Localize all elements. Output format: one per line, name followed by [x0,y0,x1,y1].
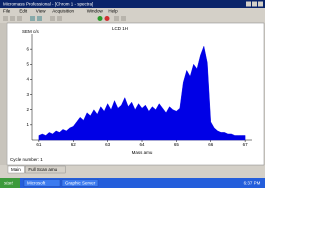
y-tick-label: 3 [26,92,29,97]
tool[interactable] [114,16,119,21]
side-panel [0,23,6,165]
tool[interactable] [17,16,22,21]
x-tick-label: 67 [243,142,249,147]
task-items: Microsoft Graphic Server [23,179,99,187]
page: Micromass Professional - [Chrom 1 - spec… [0,0,265,188]
tool[interactable] [3,16,8,21]
x-tick-label: 64 [139,142,145,147]
spectrum [38,45,246,141]
menu-bar: File Edit View Acquisition Window Help [3,9,118,14]
menu-item[interactable]: Help [108,9,118,14]
x-tick-label: 63 [105,142,111,147]
x-tick-label: 61 [36,142,42,147]
chart-title: LCD 1H [112,26,128,31]
min-button[interactable] [246,1,251,7]
max-button[interactable] [252,1,257,7]
task-label: Graphic Server [65,180,96,185]
chart-pane [6,22,265,166]
tab-label: Full Scan amu [28,167,57,172]
y-tick-label: 2 [26,107,29,112]
cycle-number: Cycle number: 1 [10,157,43,162]
tool[interactable] [104,16,110,21]
tab-label: Main [11,167,21,172]
menu-item[interactable]: Edit [19,9,28,14]
menu-item[interactable]: View [36,9,46,14]
screen: Micromass Professional - [Chrom 1 - spec… [0,0,265,188]
clock: 6:37 PM [244,180,261,185]
window-title: Micromass Professional - [Chrom 1 - spec… [3,1,93,6]
x-tick-label: 65 [174,142,180,147]
tool[interactable] [97,16,103,21]
y-tick-label: 4 [26,77,29,82]
tool[interactable] [57,16,62,21]
y-tick-label: 6 [26,46,29,51]
x-axis-label: Mass amu [132,150,153,155]
tool[interactable] [30,16,35,21]
x-tick-label: 66 [208,142,214,147]
start-label: start [4,180,14,185]
task-label: Microsoft [27,180,46,185]
tool[interactable] [50,16,55,21]
tool[interactable] [121,16,126,21]
x-tick-label: 62 [71,142,77,147]
title-bar [0,0,265,8]
menu-item[interactable]: File [3,9,11,14]
task-button[interactable] [23,179,61,187]
y-axis-label: SEM c/s [22,29,40,34]
tool[interactable] [37,16,42,21]
toolbar [3,16,126,21]
tab-bar: Main Full Scan amu [7,165,66,174]
tab[interactable] [25,165,66,174]
menu-item[interactable]: Window [87,9,104,14]
close-button[interactable] [258,1,263,7]
menu-item[interactable]: Acquisition [52,9,74,14]
start-button[interactable] [0,178,20,188]
tool[interactable] [10,16,15,21]
y-tick-label: 1 [26,122,29,127]
tab[interactable] [7,165,25,174]
taskbar [0,178,265,188]
task-button[interactable] [61,179,99,187]
plot: 1 2 3 4 5 6 61 62 63 64 65 66 67 [26,34,252,147]
y-tick-label: 5 [26,61,29,66]
